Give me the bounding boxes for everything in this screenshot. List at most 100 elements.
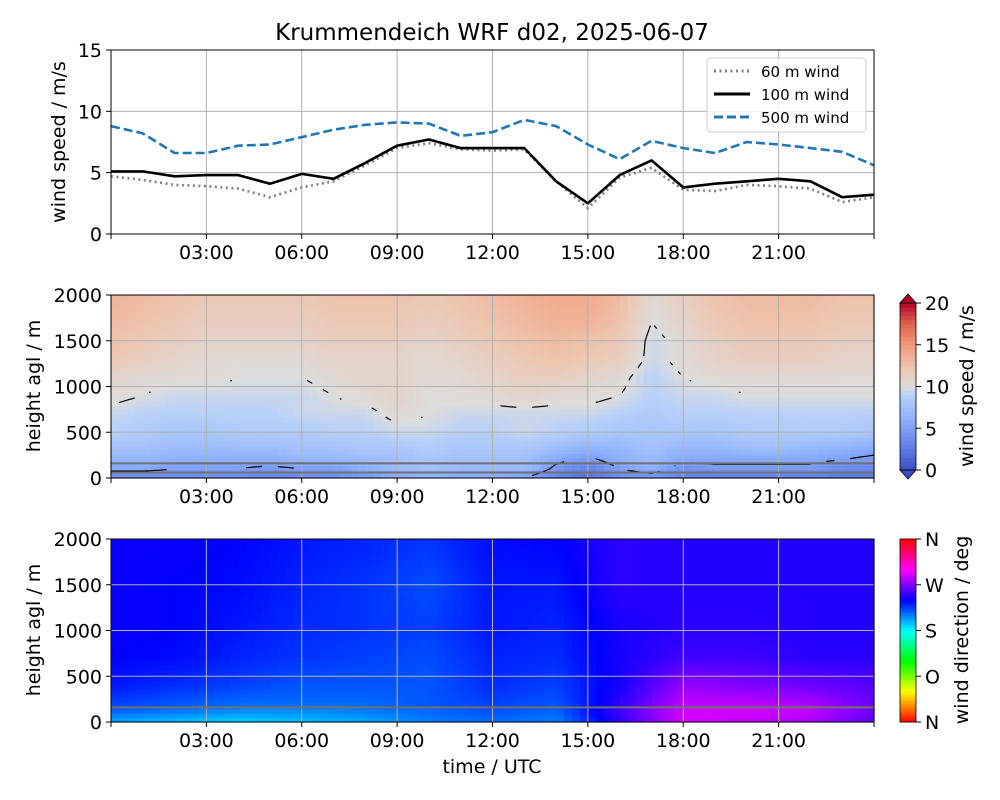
- heatmap-cell: [715, 366, 724, 372]
- heatmap-cell: [707, 438, 716, 443]
- heatmap-cell: [556, 442, 565, 447]
- heatmap-cell: [349, 366, 358, 372]
- heatmap-cell: [611, 434, 621, 439]
- heatmap-cell: [707, 334, 716, 340]
- heatmap-cell: [571, 374, 581, 380]
- heatmap-cell: [436, 386, 446, 392]
- heatmap-cell: [619, 314, 629, 320]
- heatmap-cell: [317, 314, 327, 320]
- heatmap-cell: [540, 386, 549, 392]
- heatmap-cell: [587, 426, 597, 431]
- heatmap-cell: [206, 462, 215, 467]
- heatmap-cell: [730, 346, 740, 352]
- heatmap-cell: [730, 539, 740, 544]
- heatmap-cell: [683, 302, 692, 308]
- heatmap-cell: [500, 450, 509, 455]
- heatmap-cell: [150, 330, 160, 336]
- heatmap-cell: [269, 370, 279, 376]
- heatmap-cell: [222, 414, 231, 419]
- heatmap-cell: [460, 462, 470, 467]
- heatmap-cell: [222, 458, 231, 463]
- heatmap-cell: [285, 350, 295, 356]
- heatmap-cell: [460, 358, 470, 364]
- heatmap-cell: [571, 330, 581, 336]
- heatmap-cell: [571, 350, 581, 356]
- heatmap-cell: [484, 426, 494, 431]
- heatmap-cell: [778, 346, 788, 352]
- heatmap-cell: [397, 370, 406, 376]
- heatmap-cell: [428, 302, 438, 308]
- heatmap-cell: [301, 318, 311, 324]
- heatmap-cell: [738, 314, 748, 320]
- heatmap-cell: [540, 542, 549, 548]
- heatmap-cell: [738, 358, 748, 364]
- heatmap-cell: [230, 310, 239, 316]
- heatmap-cell: [595, 402, 605, 407]
- heatmap-cell: [420, 378, 430, 384]
- heatmap-cell: [484, 366, 494, 372]
- heatmap-cell: [802, 306, 812, 312]
- heatmap-cell: [858, 466, 867, 471]
- heatmap-cell: [118, 354, 128, 360]
- heatmap-cell: [540, 362, 549, 368]
- heatmap-cell: [198, 306, 207, 312]
- heatmap-cell: [134, 366, 144, 372]
- heatmap-cell: [810, 314, 819, 320]
- heatmap-cell: [444, 358, 454, 364]
- heatmap-cell: [317, 382, 327, 388]
- heatmap-cell: [150, 386, 160, 392]
- heatmap-cell: [277, 442, 287, 447]
- x-tick-label: 09:00: [370, 486, 425, 508]
- heatmap-cell: [627, 346, 637, 352]
- heatmap-cell: [556, 466, 565, 471]
- heatmap-cell: [246, 342, 255, 348]
- heatmap-cell: [206, 390, 215, 396]
- heatmap-cell: [142, 554, 152, 560]
- heatmap-cell: [317, 546, 327, 552]
- heatmap-cell: [452, 542, 462, 548]
- heatmap-cell: [158, 386, 168, 392]
- heatmap-cell: [571, 542, 581, 548]
- heatmap-cell: [540, 474, 549, 479]
- heatmap-cell: [754, 406, 764, 411]
- heatmap-cell: [556, 326, 565, 332]
- heatmap-cell: [397, 554, 406, 560]
- heatmap-cell: [826, 418, 835, 423]
- heatmap-cell: [198, 378, 207, 384]
- heatmap-cell: [651, 466, 661, 471]
- heatmap-cell: [715, 342, 724, 348]
- heatmap-cell: [214, 334, 223, 340]
- heatmap-cell: [675, 450, 684, 455]
- heatmap-cell: [277, 314, 287, 320]
- heatmap-cell: [730, 354, 740, 360]
- heatmap-cell: [405, 406, 414, 411]
- heatmap-cell: [118, 362, 128, 368]
- heatmap-cell: [603, 406, 613, 411]
- heatmap-cell: [142, 302, 152, 308]
- heatmap-cell: [492, 370, 502, 376]
- heatmap-cell: [587, 366, 597, 372]
- heatmap-cell: [691, 539, 700, 544]
- heatmap-cell: [111, 310, 120, 316]
- heatmap-cell: [405, 546, 414, 552]
- x-tick-label: 15:00: [560, 242, 615, 264]
- heatmap-cell: [762, 362, 772, 368]
- heatmap-cell: [365, 298, 374, 304]
- heatmap-cell: [548, 426, 557, 431]
- heatmap-cell: [333, 330, 343, 336]
- heatmap-cell: [158, 334, 168, 340]
- heatmap-cell: [166, 358, 176, 364]
- heatmap-cell: [730, 434, 740, 439]
- heatmap-cell: [500, 426, 509, 431]
- heatmap-cell: [786, 342, 796, 348]
- heatmap-cell: [524, 398, 533, 404]
- heatmap-cell: [571, 354, 581, 360]
- heatmap-cell: [246, 442, 255, 447]
- heatmap-cell: [715, 322, 724, 328]
- heatmap-cell: [722, 390, 732, 396]
- heatmap-cell: [174, 354, 184, 360]
- heatmap-cell: [158, 322, 168, 328]
- heatmap-cell: [532, 374, 541, 380]
- heatmap-cell: [333, 354, 343, 360]
- heatmap-cell: [436, 550, 446, 556]
